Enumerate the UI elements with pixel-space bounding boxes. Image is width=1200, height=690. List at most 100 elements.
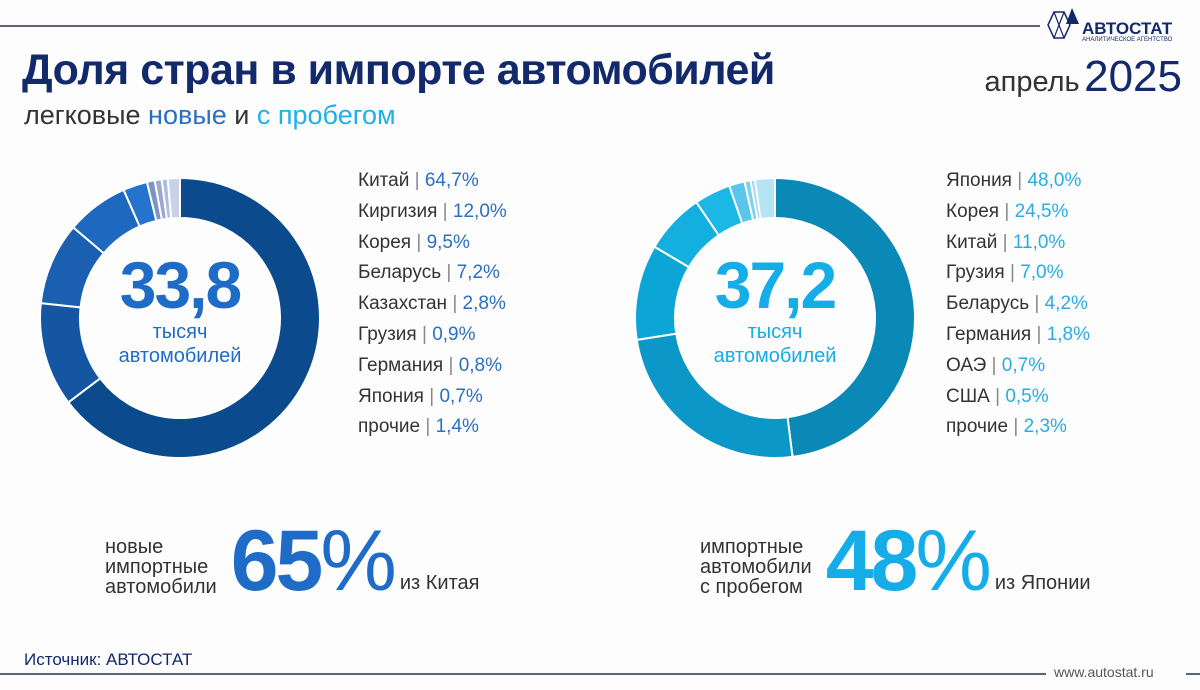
legend-value: 2,3% — [1023, 416, 1067, 438]
legend-country: Китай — [358, 170, 410, 191]
legend-country: Беларусь — [358, 262, 442, 284]
legend-item: прочие | 1,4% — [358, 412, 507, 443]
legend-value: 9,5% — [426, 231, 470, 253]
fact-label-line: импортные — [700, 536, 804, 558]
total-value: 37,2 — [714, 248, 837, 322]
legend-value: 12,0% — [452, 200, 507, 222]
fact-unit: % — [320, 513, 396, 609]
legend-value: 11,0% — [1012, 231, 1066, 253]
legend-item: Китай | 64,7% — [358, 166, 507, 197]
legend-item: Казахстан | 2,8% — [358, 289, 507, 320]
legend-used: Япония | 48,0% Корея | 24,5% Китай | 11,0%… — [946, 166, 1090, 443]
legend-item: Киргизия | 12,0% — [358, 197, 507, 228]
legend-country: Корея — [946, 200, 1000, 222]
legend-country: прочие — [946, 416, 1009, 438]
legend-value: 0,5% — [1005, 385, 1049, 407]
legend-item: прочие | 2,3% — [946, 412, 1090, 443]
subtitle-prefix: легковые — [24, 100, 141, 130]
autostat-logo: АВТОСТАТ АНАЛИТИЧЕСКОЕ АГЕНТСТВО — [1046, 6, 1186, 46]
page-subtitle: легковые новые и с пробегом — [24, 100, 396, 131]
legend-item: Германия | 1,8% — [946, 320, 1090, 351]
legend-value: 48,0% — [1027, 170, 1082, 191]
donut-chart-new — [39, 176, 321, 459]
page-title: Доля стран в импорте автомобилей — [22, 46, 775, 94]
legend-separator: | — [447, 293, 463, 315]
bottom-rule — [0, 673, 1046, 675]
legend-separator: | — [437, 200, 453, 222]
legend-item: ОАЭ | 0,7% — [946, 351, 1090, 382]
legend-value: 7,0% — [1020, 262, 1064, 284]
legend-item: США | 0,5% — [946, 382, 1090, 413]
legend-value: 0,7% — [1001, 354, 1046, 376]
top-rule — [0, 25, 1040, 27]
legend-separator: | — [423, 385, 440, 407]
legend-country: Корея — [358, 231, 412, 253]
legend-country: США — [946, 385, 990, 407]
logo-icon — [1047, 8, 1079, 39]
legend-country: Грузия — [358, 323, 417, 345]
legend-separator: | — [420, 416, 436, 438]
legend-item: Германия | 0,8% — [358, 351, 507, 382]
legend-separator: | — [411, 231, 427, 253]
donut-chart-used — [634, 176, 916, 459]
fact-unit: % — [915, 513, 991, 609]
legend-item: Беларусь | 4,2% — [946, 289, 1090, 320]
legend-separator: | — [1008, 416, 1024, 438]
legend-separator: | — [441, 262, 457, 284]
legend-country: Германия — [946, 323, 1032, 345]
legend-separator: | — [409, 170, 425, 191]
legend-country: Казахстан — [358, 293, 448, 315]
legend-separator: | — [999, 200, 1015, 222]
legend-item: Япония | 48,0% — [946, 166, 1090, 197]
legend-item: Грузия | 7,0% — [946, 258, 1090, 289]
legend-country: Германия — [358, 354, 444, 376]
legend-value: 1,4% — [435, 416, 479, 438]
donut-slice-Япония — [774, 176, 916, 459]
legend-value: 4,2% — [1044, 293, 1088, 315]
website-link[interactable]: www.autostat.ru — [1054, 664, 1154, 680]
legend-separator: | — [416, 323, 433, 345]
legend-country: Япония — [946, 170, 1012, 191]
legend-value: 24,5% — [1014, 200, 1069, 222]
legend-separator: | — [1029, 293, 1045, 315]
legend-value: 64,7% — [424, 170, 479, 191]
legend-separator: | — [1031, 323, 1047, 345]
fact-new: новые импортные автомобили 65% из Китая — [105, 518, 480, 604]
fact-label-line: новые — [105, 536, 164, 558]
donut-slice-Китай — [66, 176, 321, 459]
fact-value: 65% — [231, 518, 397, 604]
legend-item: Корея | 24,5% — [946, 197, 1090, 228]
period-year: 2025 — [1084, 52, 1182, 101]
legend-value: 0,9% — [432, 323, 476, 345]
donut-slice-прочие — [753, 176, 776, 221]
total-unit-2: автомобилей — [713, 345, 837, 367]
subtitle-and: и — [234, 100, 250, 130]
fact-from: из Китая — [399, 572, 480, 594]
total-unit-2: автомобилей — [118, 345, 242, 367]
legend-country: прочие — [358, 416, 421, 438]
fact-from: из Японии — [994, 572, 1091, 594]
legend-separator: | — [989, 385, 1006, 407]
legend-item: Грузия | 0,9% — [358, 320, 507, 351]
legend-country: Грузия — [946, 262, 1005, 284]
legend-separator: | — [1004, 262, 1021, 284]
fact-used: импортные автомобили с пробегом 48% из Я… — [700, 518, 1091, 604]
period: апрель 2025 — [985, 52, 1183, 102]
donut-slice-прочие — [166, 176, 181, 220]
legend-separator: | — [1011, 170, 1028, 191]
fact-label: импортные автомобили с пробегом — [700, 537, 812, 597]
legend-country: Беларусь — [946, 293, 1030, 315]
source-note: Источник: АВТОСТАТ — [24, 650, 193, 669]
fact-number: 48 — [825, 513, 919, 609]
legend-value: 2,8% — [462, 293, 506, 315]
legend-country: ОАЭ — [946, 354, 987, 376]
legend-item: Беларусь | 7,2% — [358, 258, 507, 289]
legend-value: 1,8% — [1046, 323, 1090, 345]
fact-label-line: автомобили — [105, 576, 217, 598]
subtitle-new: новые — [148, 100, 227, 130]
bottom-rule-end — [1186, 673, 1200, 675]
fact-label-line: автомобили — [700, 556, 812, 578]
legend-separator: | — [443, 354, 459, 376]
legend-value: 0,8% — [458, 354, 502, 376]
legend-country: Япония — [358, 385, 424, 407]
